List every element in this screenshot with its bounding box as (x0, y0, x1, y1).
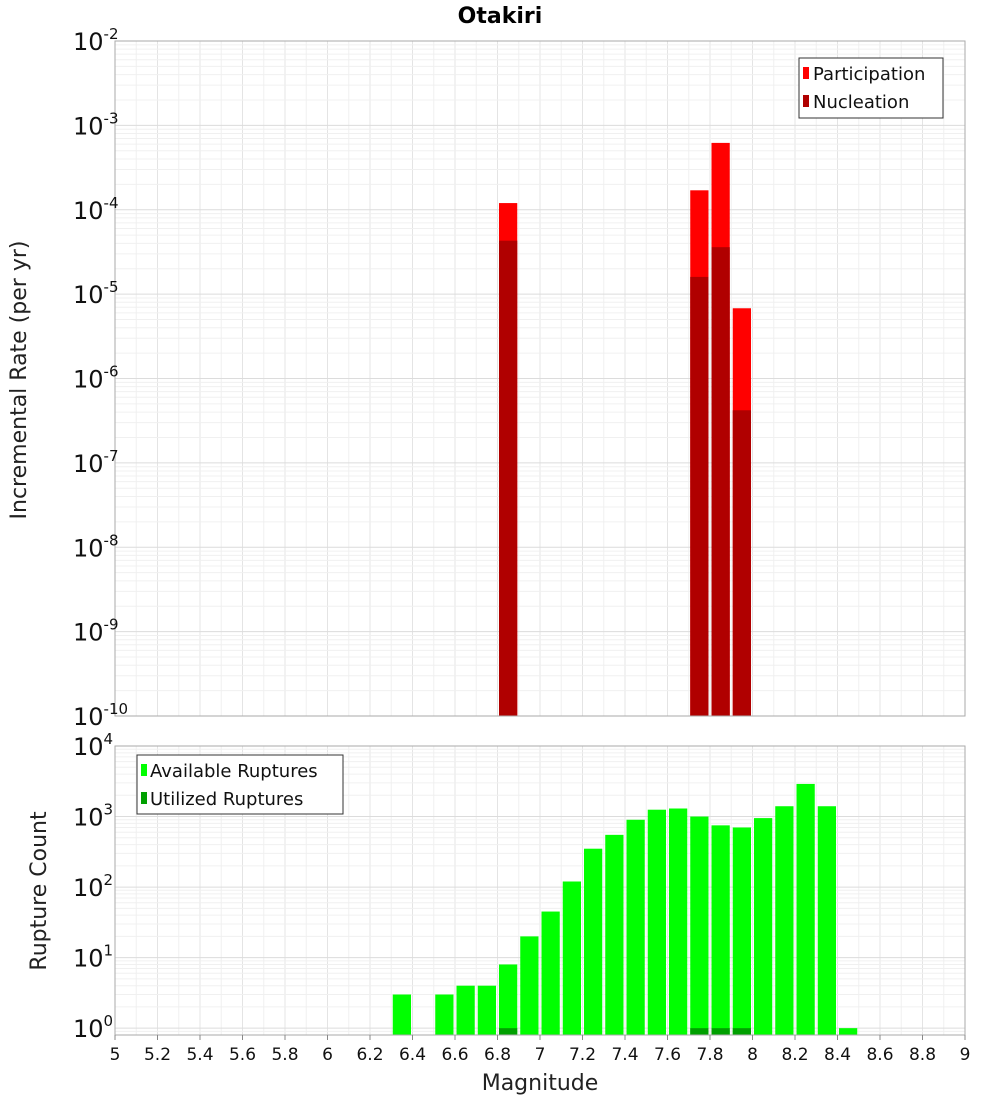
bar-secondary (690, 276, 709, 716)
y-tick-label: 10-5 (73, 278, 119, 309)
bar-secondary (499, 240, 518, 717)
x-tick-label: 9 (960, 1045, 971, 1065)
bar-primary (647, 809, 666, 1035)
bar-primary (754, 818, 773, 1035)
y-tick-label: 10-2 (73, 25, 119, 56)
bar-primary (732, 827, 751, 1035)
bar-primary (435, 994, 454, 1035)
bottom-y-ticks: 100 101 102 103 104 (73, 730, 113, 1043)
y-tick-label: 104 (73, 730, 113, 761)
chart-title: Otakiri (458, 4, 543, 29)
top-plot-frame (114, 40, 966, 717)
bar-secondary (732, 410, 751, 716)
bottom-legend-box (136, 754, 344, 815)
bar-primary (499, 964, 518, 1035)
x-tick-label: 5.8 (271, 1045, 298, 1065)
top-y-axis-label: Incremental Rate (per yr) (7, 241, 32, 520)
bar-primary (817, 806, 836, 1035)
x-tick-label: 5.2 (144, 1045, 171, 1065)
x-tick-label: 7.4 (611, 1045, 638, 1065)
y-tick-label: 10-8 (73, 531, 119, 562)
bottom-panel: 100 101 102 103 104 5 5.2 5.4 5.6 5.8 6 6.2 6.4 6.6 6… (27, 730, 970, 1096)
x-tick-label: 8.4 (824, 1045, 851, 1065)
x-tick-label: 7 (535, 1045, 546, 1065)
top-panel: 10-10 10-9 10-8 10-7 10-6 10-5 10-4 10-3 10-2 In… (7, 25, 966, 731)
bar-secondary (711, 247, 730, 716)
y-tick-label: 10-3 (73, 109, 119, 140)
y-tick-label: 102 (73, 871, 113, 902)
bar-primary (520, 936, 539, 1035)
bottom-legend: Available Ruptures Utilized Ruptures (136, 754, 344, 815)
x-tick-label: 8.8 (909, 1045, 936, 1065)
bar-primary (392, 994, 411, 1035)
y-tick-label: 10-6 (73, 363, 119, 394)
x-tick-label: 8 (747, 1045, 758, 1065)
y-tick-label: 10-4 (73, 194, 119, 225)
x-tick-label: 7.8 (696, 1045, 723, 1065)
x-tick-label: 8.6 (866, 1045, 893, 1065)
x-ticks: 5 5.2 5.4 5.6 5.8 6 6.2 6.4 6.6 6.8 7 7.2 7.4 7.6 7.8 8… (110, 1035, 971, 1065)
y-tick-label: 101 (73, 942, 113, 973)
bar-secondary (711, 1028, 730, 1035)
legend-label-nucleation: Nucleation (813, 92, 909, 113)
bar-primary (541, 911, 560, 1035)
x-tick-label: 6.4 (399, 1045, 426, 1065)
legend-swatch-available (141, 764, 147, 776)
bar-primary (562, 881, 581, 1035)
bar-primary (584, 848, 603, 1035)
y-tick-label: 10-10 (73, 700, 128, 731)
legend-swatch-nucleation (803, 95, 809, 107)
top-bars (499, 142, 751, 717)
bottom-bars (392, 783, 858, 1035)
y-tick-label: 103 (73, 801, 113, 832)
top-legend-box (798, 57, 944, 119)
bar-primary (796, 783, 815, 1035)
legend-swatch-participation (803, 67, 809, 79)
top-grid (114, 40, 966, 717)
x-tick-label: 6.6 (441, 1045, 468, 1065)
legend-label-participation: Participation (813, 64, 925, 85)
bar-primary (626, 819, 645, 1035)
x-tick-label: 6.2 (356, 1045, 383, 1065)
x-tick-label: 7.6 (654, 1045, 681, 1065)
bar-primary (605, 834, 624, 1035)
legend-label-utilized: Utilized Ruptures (150, 789, 303, 810)
top-y-ticks: 10-10 10-9 10-8 10-7 10-6 10-5 10-4 10-3 10-2 (73, 25, 128, 731)
x-tick-label: 5.6 (229, 1045, 256, 1065)
bar-primary (711, 825, 730, 1035)
y-tick-label: 10-7 (73, 447, 119, 478)
bar-primary (669, 808, 688, 1035)
x-tick-label: 8.2 (781, 1045, 808, 1065)
x-tick-label: 6.8 (484, 1045, 511, 1065)
bar-secondary (499, 1028, 518, 1035)
y-tick-label: 10-9 (73, 616, 119, 647)
x-tick-label: 6 (322, 1045, 333, 1065)
y-tick-label: 100 (73, 1012, 113, 1043)
bar-primary (477, 985, 496, 1035)
top-legend: Participation Nucleation (798, 57, 944, 119)
x-tick-label: 7.2 (569, 1045, 596, 1065)
bar-primary (775, 806, 794, 1035)
x-tick-label: 5.4 (186, 1045, 213, 1065)
bar-primary (456, 985, 475, 1035)
legend-swatch-utilized (141, 792, 147, 804)
bar-secondary (732, 1028, 751, 1035)
bar-primary (839, 1028, 858, 1035)
bottom-y-axis-label: Rupture Count (27, 811, 52, 971)
bar-secondary (690, 1028, 709, 1035)
legend-label-available: Available Ruptures (150, 761, 318, 782)
x-axis-label: Magnitude (482, 1071, 599, 1096)
bar-primary (690, 816, 709, 1035)
x-tick-label: 5 (110, 1045, 121, 1065)
